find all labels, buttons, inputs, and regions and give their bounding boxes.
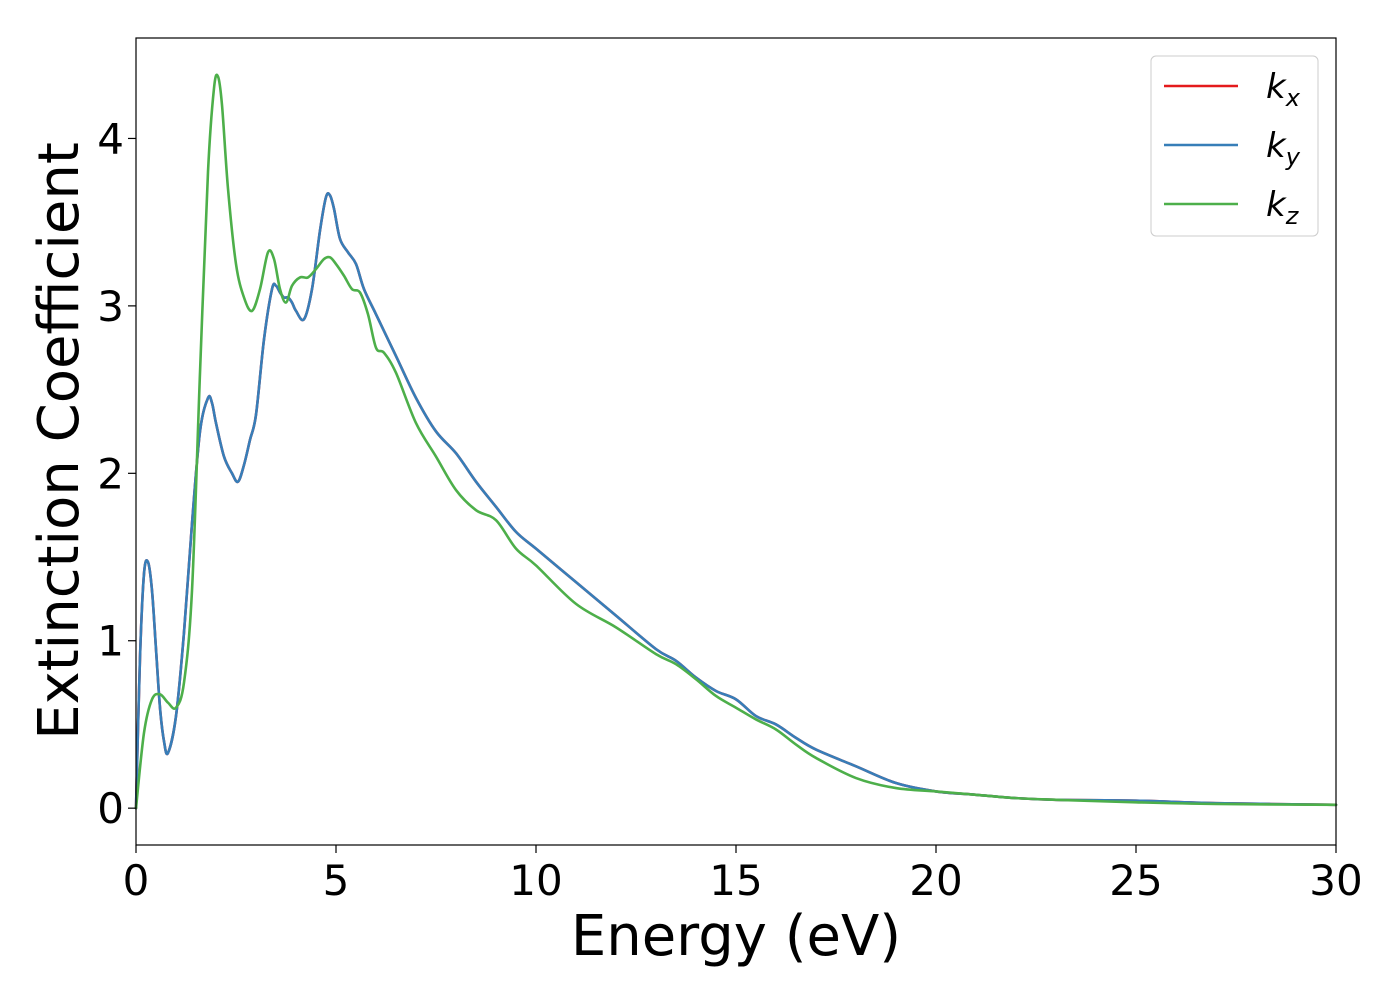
y-axis-label: Extinction Coefficient [27, 142, 92, 740]
x-tick-label: 15 [709, 856, 762, 905]
x-tick-label: 10 [509, 856, 562, 905]
x-tick-label: 0 [123, 856, 150, 905]
series-line-ky [134, 191, 1338, 810]
x-tick-label: 5 [323, 856, 350, 905]
series-line-kx [134, 191, 1338, 810]
series-line-kz [134, 73, 1338, 810]
legend-label-kz: kz [1266, 185, 1300, 230]
x-axis-label: Energy (eV) [571, 904, 901, 969]
x-tick-label: 25 [1109, 856, 1162, 905]
x-tick-label: 20 [909, 856, 962, 905]
x-axis: 0 5 10 15 20 25 30 [123, 845, 1363, 905]
y-tick-label: 3 [97, 282, 124, 331]
legend-label-ky: ky [1266, 126, 1301, 171]
y-tick-label: 1 [97, 617, 124, 666]
legend-label-kx: kx [1266, 67, 1301, 112]
legend-items: kx ky kz [1164, 67, 1301, 230]
y-tick-label: 4 [97, 114, 124, 163]
series-layer [134, 73, 1338, 810]
y-axis: 0 1 2 3 4 [97, 114, 136, 833]
y-tick-label: 0 [97, 784, 124, 833]
legend: kx ky kz [1150, 55, 1319, 237]
y-tick-label: 2 [97, 449, 124, 498]
x-tick-label: 30 [1309, 856, 1362, 905]
